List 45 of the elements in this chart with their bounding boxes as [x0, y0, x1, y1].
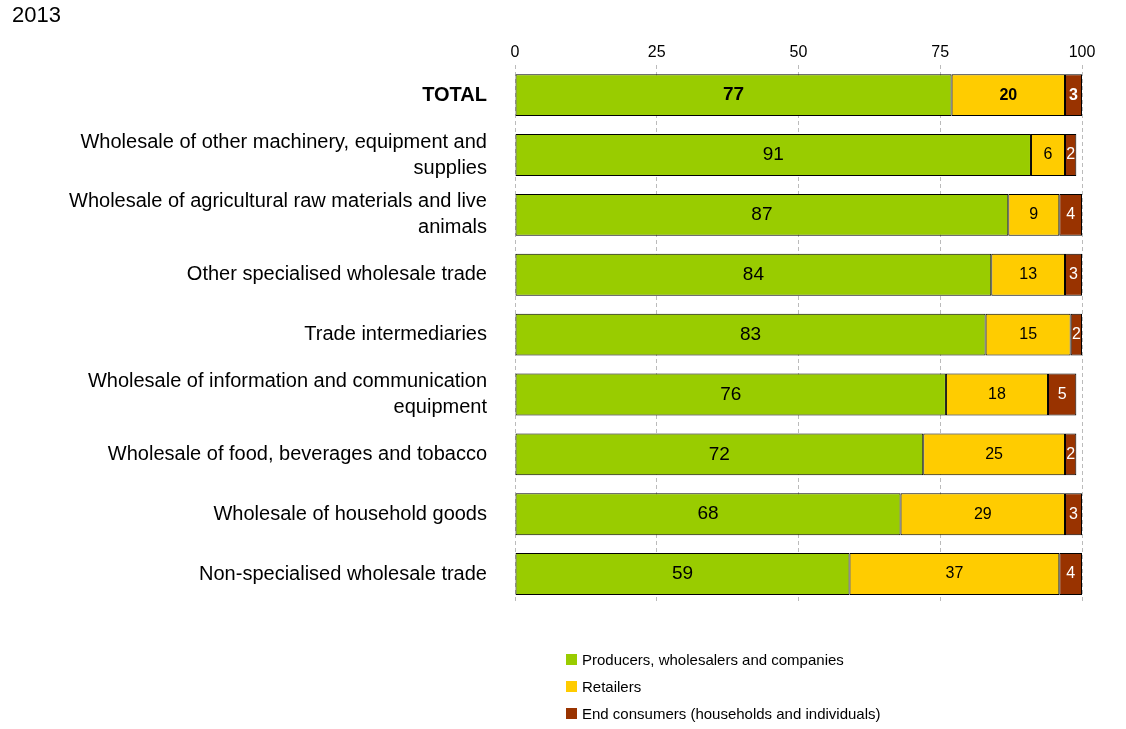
data-label: 3: [1069, 504, 1079, 522]
data-label: 59: [671, 562, 694, 584]
x-tick-label: 100: [1068, 43, 1096, 61]
y-tick-label: Wholesale of household goods: [213, 501, 487, 524]
data-label: 3: [1069, 265, 1079, 283]
data-label: 2: [1066, 145, 1076, 163]
y-tick-label: Wholesale of agricultural raw materials and live animals: [69, 189, 487, 238]
data-label: 4: [1066, 205, 1076, 223]
data-label: 15: [1019, 325, 1038, 343]
y-tick-label: Non-specialised wholesale trade: [199, 561, 487, 584]
data-label: 77: [722, 83, 745, 105]
x-tick-label: 50: [789, 43, 808, 61]
data-label: 3: [1069, 85, 1079, 103]
data-label: 29: [973, 504, 992, 522]
data-label: 4: [1066, 564, 1076, 582]
legend-label: Retailers: [582, 678, 642, 695]
x-tick-label: 75: [931, 43, 950, 61]
data-label: 5: [1057, 384, 1067, 402]
y-tick-label: Wholesale of other machinery, equipment and supplies: [80, 129, 487, 178]
x-tick-label: 25: [647, 43, 666, 61]
y-tick-label: Trade intermediaries: [304, 322, 487, 345]
data-label: 25: [985, 444, 1004, 462]
data-label: 9: [1029, 205, 1039, 223]
data-label: 2: [1066, 444, 1076, 462]
y-tick-label: Other specialised wholesale trade: [186, 262, 487, 285]
data-label: 83: [739, 322, 762, 344]
y-tick-label: Wholesale of information and communication equipment: [87, 368, 488, 417]
text: 2013: [12, 2, 61, 28]
data-label: 68: [697, 502, 719, 524]
data-label: 76: [720, 382, 742, 404]
data-label: 2: [1071, 325, 1081, 343]
legend-label: Producers, wholesalers and companies: [582, 651, 844, 668]
data-label: 37: [945, 564, 964, 582]
data-label: 6: [1043, 145, 1053, 163]
data-label: 18: [988, 384, 1006, 402]
data-label: 13: [1019, 265, 1038, 283]
y-tick-label: TOTAL: [422, 82, 487, 105]
data-label: 20: [999, 85, 1018, 103]
data-label: 87: [751, 203, 773, 225]
data-label: 72: [708, 442, 730, 464]
x-tick-label: 0: [510, 43, 520, 61]
legend-label: End consumers (households and individuals): [582, 705, 881, 722]
data-label: 84: [742, 262, 765, 284]
y-tick-label: Wholesale of food, beverages and tobacco: [107, 441, 487, 464]
data-label: 91: [762, 143, 784, 165]
